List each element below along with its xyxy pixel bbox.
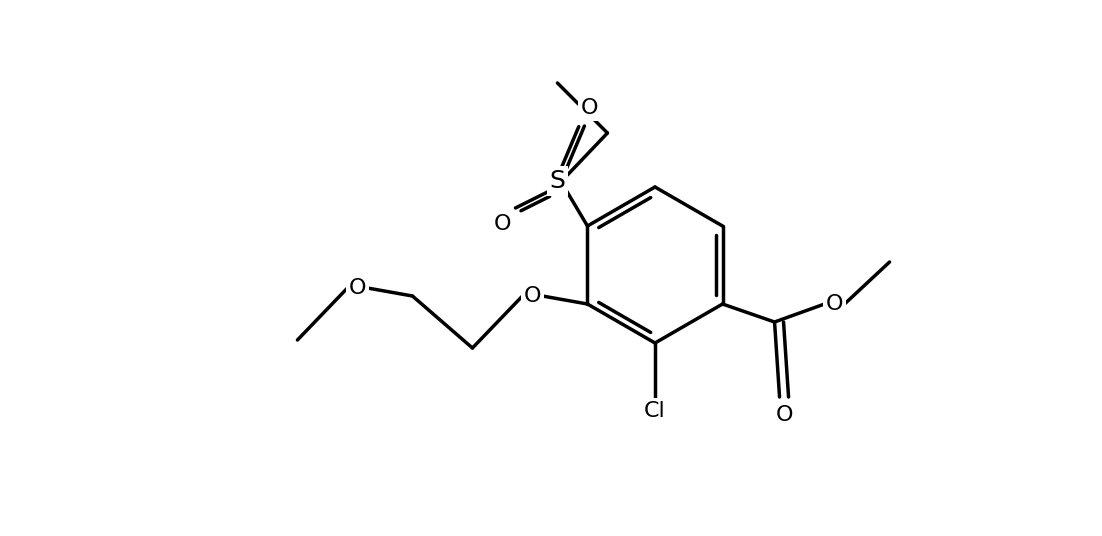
- Text: Cl: Cl: [645, 401, 666, 421]
- Text: O: O: [581, 98, 598, 118]
- Text: S: S: [550, 169, 565, 193]
- Text: O: O: [523, 286, 541, 306]
- Text: O: O: [494, 214, 511, 234]
- Text: O: O: [825, 294, 843, 314]
- Text: O: O: [776, 405, 793, 425]
- Text: O: O: [348, 278, 366, 298]
